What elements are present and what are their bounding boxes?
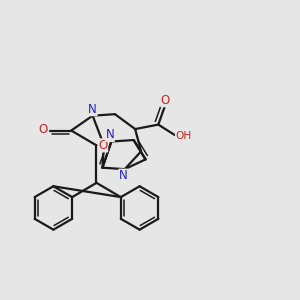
Text: N: N [119, 169, 128, 182]
Text: O: O [161, 94, 170, 107]
Text: OH: OH [176, 131, 192, 141]
Text: O: O [39, 123, 48, 136]
Text: N: N [106, 128, 114, 142]
Text: N: N [88, 103, 97, 116]
Text: O: O [98, 139, 108, 152]
